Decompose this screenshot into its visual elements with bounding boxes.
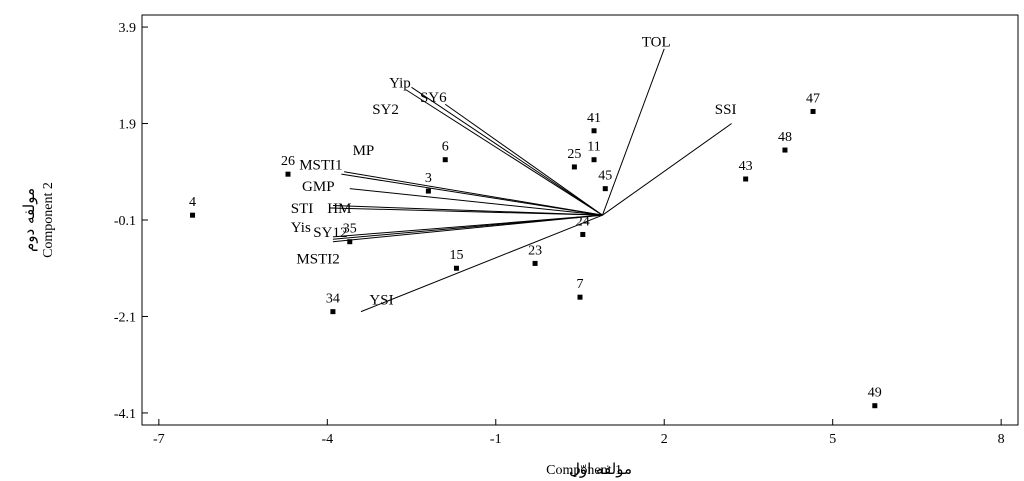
vector-label-yip: Yip xyxy=(389,75,411,91)
vector-label-ssi: SSI xyxy=(715,102,737,118)
x-tick-label: 8 xyxy=(998,432,1005,447)
data-point-41 xyxy=(591,128,597,134)
data-point-47 xyxy=(810,108,816,114)
vector-line-ssi xyxy=(602,123,732,216)
vector-line-yip xyxy=(411,86,603,216)
vector-line-ysi xyxy=(360,214,603,313)
point-label-23: 23 xyxy=(528,243,542,258)
data-point-24 xyxy=(580,231,586,237)
y-tick-label: 1.9 xyxy=(119,118,137,133)
ticks-layer: -7 -4 -1 2 5 83.91.9-0.1-2.1-4.1 xyxy=(114,21,1005,447)
vector-label-msti2: MSTI2 xyxy=(296,251,339,267)
x-tick-label: 5 xyxy=(829,432,836,447)
data-point-25 xyxy=(571,164,577,170)
x-axis-title-fa: مولفه اوّل xyxy=(569,460,632,478)
data-point-7 xyxy=(577,294,583,300)
vector-label-sti: STI xyxy=(291,201,314,217)
point-label-34: 34 xyxy=(326,292,340,307)
data-point-15 xyxy=(453,265,459,271)
vector-label-tol: TOL xyxy=(642,34,671,50)
vector-line-msti2 xyxy=(332,214,603,243)
y-tick-label: -4.1 xyxy=(114,407,136,422)
data-point-49 xyxy=(872,403,878,409)
y-axis-title: Component 2 xyxy=(41,182,56,258)
x-tick-label: -7 xyxy=(153,432,165,447)
point-label-3: 3 xyxy=(425,171,432,186)
point-label-15: 15 xyxy=(449,248,463,263)
data-point-45 xyxy=(602,186,608,192)
data-point-23 xyxy=(532,260,538,266)
vectors-layer: TOL SSI Yip SY2 SY6 MP MSTI1 GMP STI HM Yis SY12 MST… xyxy=(291,34,737,313)
point-label-6: 6 xyxy=(442,140,449,155)
point-label-41: 41 xyxy=(587,111,601,126)
x-axis-title: Component 1 xyxy=(546,463,622,478)
point-label-25: 25 xyxy=(567,147,581,162)
vector-line-sy2 xyxy=(405,89,603,216)
point-label-26: 26 xyxy=(281,154,295,169)
data-point-4 xyxy=(190,212,196,218)
vector-line-hm xyxy=(330,207,603,216)
vector-label-hm: HM xyxy=(327,201,351,217)
vector-line-tol xyxy=(601,48,665,216)
point-label-48: 48 xyxy=(778,130,792,145)
data-point-34 xyxy=(330,309,336,315)
data-point-35 xyxy=(347,239,353,245)
y-tick-label: -2.1 xyxy=(114,310,136,325)
vector-label-msti1: MSTI1 xyxy=(299,157,342,173)
y-tick-label: 3.9 xyxy=(119,21,137,36)
point-label-7: 7 xyxy=(577,277,584,292)
vector-line-sy6 xyxy=(444,103,603,216)
data-point-3 xyxy=(425,188,431,194)
vector-label-mp: MP xyxy=(353,143,375,159)
point-label-24: 24 xyxy=(576,214,590,229)
vector-label-ysi: YSI xyxy=(369,292,393,308)
data-point-43 xyxy=(743,176,749,182)
data-point-6 xyxy=(442,157,448,163)
data-point-48 xyxy=(782,147,788,153)
point-label-43: 43 xyxy=(739,159,753,174)
point-label-11: 11 xyxy=(587,140,600,155)
vector-label-sy6: SY6 xyxy=(420,90,447,106)
vector-label-yis: Yis xyxy=(291,220,311,236)
vector-label-gmp: GMP xyxy=(302,179,335,195)
point-label-45: 45 xyxy=(598,169,612,184)
point-label-47: 47 xyxy=(806,91,820,106)
x-tick-label: -4 xyxy=(321,432,333,447)
x-tick-label: -1 xyxy=(490,432,502,447)
vector-label-sy2: SY2 xyxy=(372,102,399,118)
data-point-26 xyxy=(285,171,291,177)
y-tick-label: -0.1 xyxy=(114,214,136,229)
point-label-49: 49 xyxy=(868,386,882,401)
data-point-11 xyxy=(591,157,597,163)
point-label-35: 35 xyxy=(343,222,357,237)
x-tick-label: 2 xyxy=(661,432,668,447)
vector-line-msti1 xyxy=(341,173,603,216)
vector-line-gmp xyxy=(349,188,603,216)
point-label-4: 4 xyxy=(189,195,196,210)
vector-label-sy12: SY12 xyxy=(313,225,347,241)
y-axis-title-fa: مولفه دوم xyxy=(20,188,38,252)
